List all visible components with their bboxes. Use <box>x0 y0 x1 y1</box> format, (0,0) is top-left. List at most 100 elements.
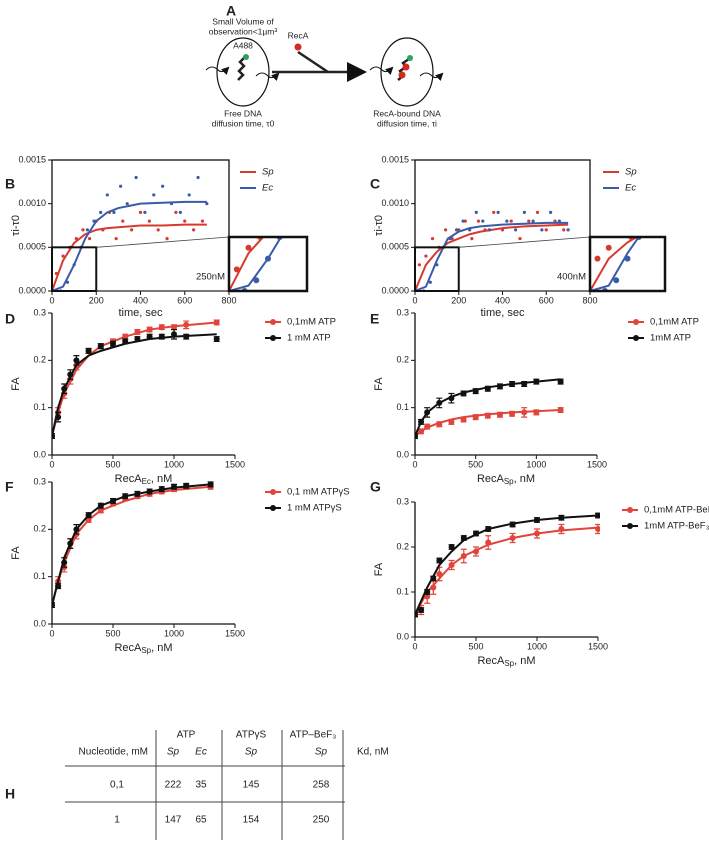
point <box>418 428 425 435</box>
panel-label: A <box>226 3 236 19</box>
legend-marker <box>270 319 276 325</box>
x-axis-label-part: , nM <box>151 642 172 654</box>
point <box>696 202 702 208</box>
point <box>454 228 459 232</box>
legend-marker <box>633 319 639 325</box>
point <box>269 223 275 229</box>
point <box>165 237 169 241</box>
point <box>390 191 396 197</box>
point <box>174 210 178 214</box>
point <box>476 219 481 223</box>
x-tick-label: 0 <box>49 459 54 469</box>
point <box>122 333 129 340</box>
point <box>535 210 540 214</box>
x-tick-label: 0 <box>412 295 417 305</box>
plot-data <box>52 175 209 291</box>
note: observation<1µm³ <box>209 26 278 36</box>
plot-data <box>52 481 214 609</box>
caption: Free DNA <box>224 108 262 118</box>
x-tick-label: 1500 <box>587 459 607 469</box>
point <box>105 193 109 197</box>
x-tick-label: 400 <box>495 295 510 305</box>
point <box>81 228 85 232</box>
plot-data <box>415 210 570 291</box>
point <box>562 228 566 232</box>
point <box>171 324 177 331</box>
fit-line <box>229 237 283 291</box>
legend-label: 0,1mM ATP-BeF₃ <box>644 505 709 516</box>
point <box>662 212 668 218</box>
point <box>444 228 448 232</box>
point <box>110 340 116 347</box>
point <box>54 271 59 276</box>
cell: 0,1 <box>110 780 124 791</box>
point <box>158 333 165 340</box>
x-tick-label: 500 <box>105 459 120 469</box>
point <box>499 180 505 186</box>
point <box>183 321 190 328</box>
legend-marker <box>627 507 633 513</box>
fit-line <box>52 321 217 437</box>
point <box>171 331 177 338</box>
point <box>617 223 623 229</box>
point <box>88 237 92 241</box>
point <box>110 497 116 504</box>
point <box>424 409 431 416</box>
cell: 154 <box>243 815 260 826</box>
error-bar <box>415 611 418 618</box>
point <box>99 210 103 214</box>
point <box>534 530 540 537</box>
point <box>415 611 418 618</box>
point <box>436 557 443 564</box>
point <box>61 254 65 258</box>
point <box>485 539 492 546</box>
point <box>72 263 76 267</box>
panel-label: C <box>370 176 380 192</box>
panel-label: B <box>5 176 15 192</box>
y-tick-label: 0.0005 <box>18 242 46 252</box>
point <box>424 593 431 600</box>
y-tick-label: 0.1 <box>33 402 46 412</box>
point <box>405 169 411 175</box>
point <box>169 202 174 206</box>
point <box>531 219 535 223</box>
x-tick-label: 1500 <box>588 641 608 651</box>
y-tick-label: 0.1 <box>396 402 409 412</box>
point <box>114 237 118 241</box>
point <box>134 328 141 335</box>
point <box>424 589 431 595</box>
point <box>382 191 388 197</box>
point <box>213 336 220 343</box>
x-axis-label-part: , nM <box>514 655 535 667</box>
point <box>692 191 698 197</box>
point <box>557 407 564 414</box>
point <box>424 254 428 258</box>
point <box>304 202 310 208</box>
legend-marker <box>270 335 276 341</box>
point <box>509 381 516 387</box>
cell: 1 <box>114 815 120 826</box>
point <box>65 280 70 284</box>
group-header: ATPγS <box>236 730 267 741</box>
zoom-connector <box>458 236 591 248</box>
point <box>483 148 489 154</box>
point <box>415 433 418 440</box>
point <box>73 526 80 533</box>
point <box>122 338 129 345</box>
point <box>430 237 435 241</box>
point <box>130 228 134 232</box>
x-tick-label: 1000 <box>526 459 546 469</box>
x-axis-label-part: RecA <box>114 642 142 654</box>
y-axis-label: FA <box>373 377 385 391</box>
y-tick-label: 0.0 <box>33 449 46 459</box>
point <box>233 266 240 273</box>
group-header: ATP–BeF₃ <box>290 730 337 741</box>
point <box>509 521 516 528</box>
arrow <box>297 50 329 74</box>
point <box>460 390 467 397</box>
annotation: 250nM <box>196 272 225 283</box>
point <box>496 411 503 418</box>
point <box>97 507 104 514</box>
point <box>359 180 365 186</box>
